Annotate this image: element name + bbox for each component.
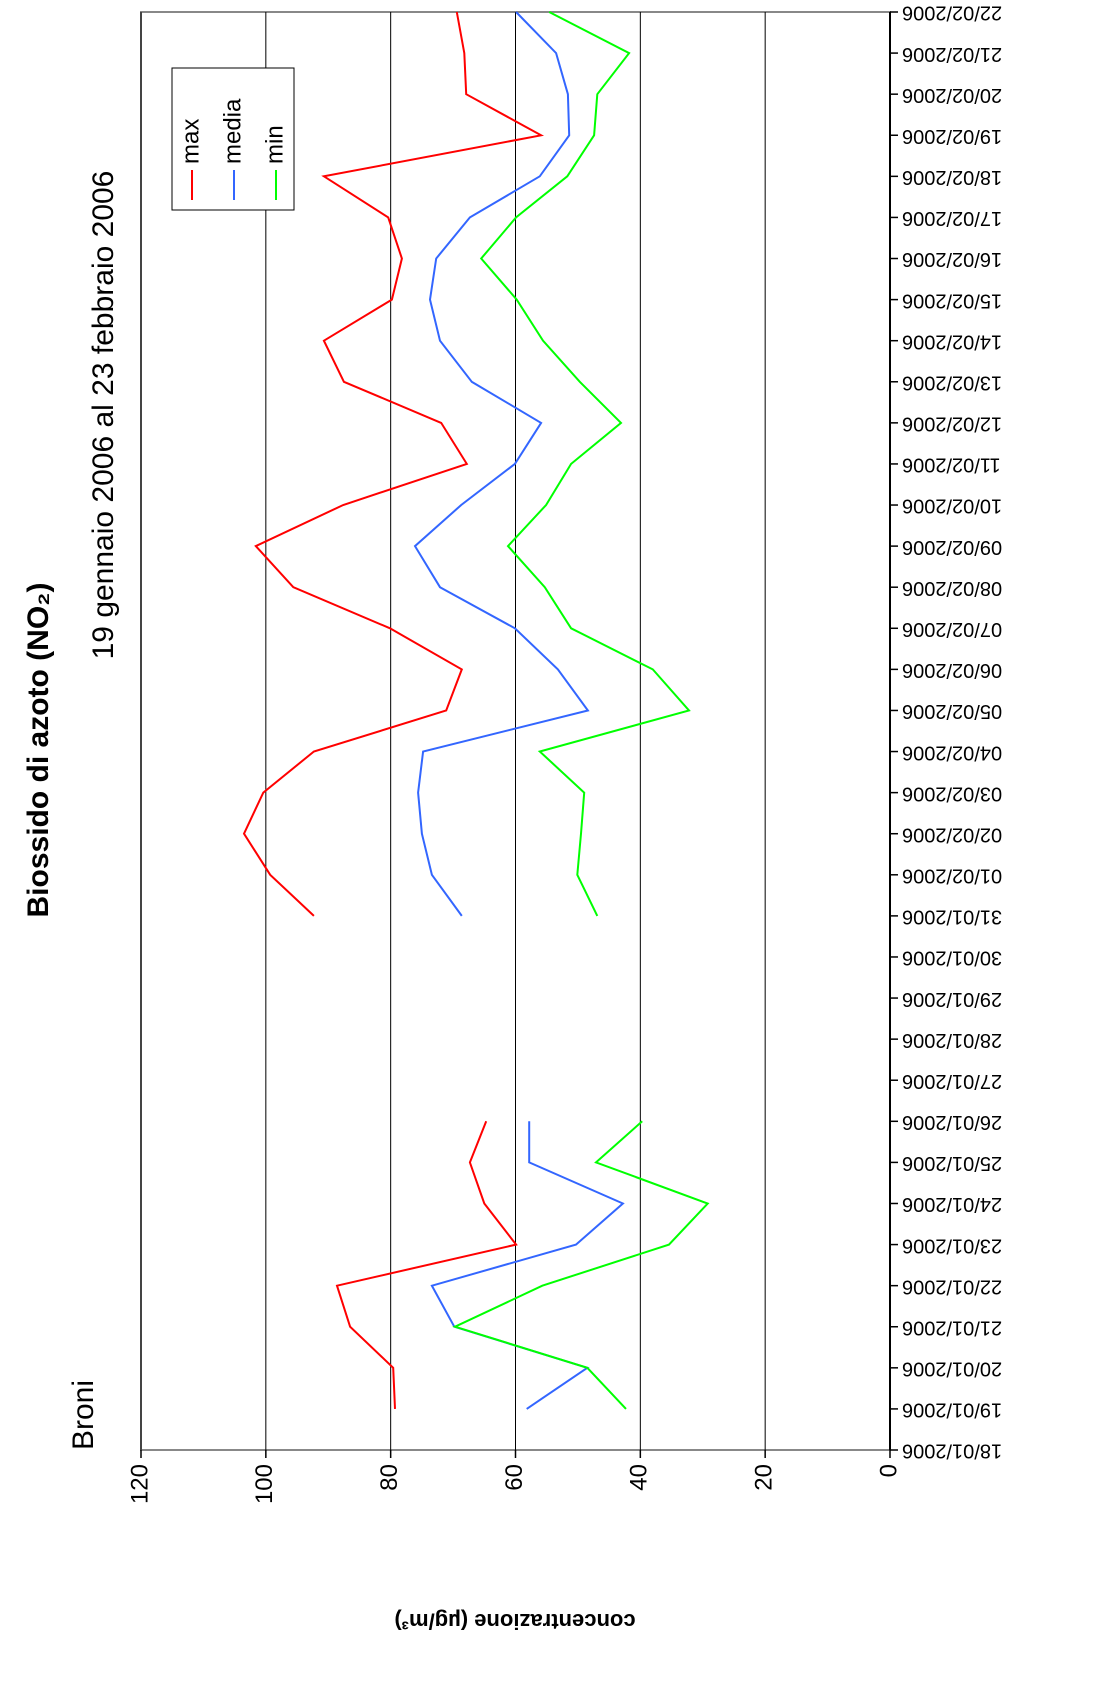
- x-tick-label: 13/02/2006: [902, 371, 1002, 393]
- y-axis-label: concentrazione (µg/m³): [394, 1609, 635, 1634]
- chart-subtitle: 19 gennaio 2006 al 23 febbraio 2006: [87, 171, 120, 660]
- x-tick-label: 24/01/2006: [902, 1193, 1002, 1215]
- y-tick-label: 20: [751, 1464, 778, 1491]
- x-tick-label: 22/02/2006: [902, 2, 1002, 24]
- x-tick-label: 04/02/2006: [902, 741, 1002, 763]
- chart-title: Biossido di azoto (NO₂): [22, 583, 55, 918]
- x-tick-label: 21/02/2006: [902, 43, 1002, 65]
- x-tick-label: 01/02/2006: [902, 865, 1002, 887]
- x-tick-label: 30/01/2006: [902, 947, 1002, 969]
- x-tick-label: 17/02/2006: [902, 207, 1002, 229]
- x-tick-label: 22/01/2006: [902, 1275, 1002, 1297]
- legend-box: [171, 67, 295, 211]
- line-series: [242, 11, 545, 1409]
- y-tick-label: 0: [875, 1464, 902, 1477]
- x-tick-label: 23/01/2006: [902, 1234, 1002, 1256]
- x-tick-label: 03/02/2006: [902, 782, 1002, 804]
- x-tick-label: 12/02/2006: [902, 413, 1002, 435]
- x-tick-label: 06/02/2006: [902, 659, 1002, 681]
- y-tick-label: 100: [251, 1464, 278, 1504]
- x-tick-label: 02/02/2006: [902, 823, 1002, 845]
- legend-label: max: [177, 119, 204, 164]
- x-tick-label: 14/02/2006: [902, 330, 1002, 352]
- y-tick-label: 60: [501, 1464, 528, 1491]
- legend-label: min: [261, 125, 288, 164]
- annotation: Broni: [67, 1380, 100, 1450]
- x-tick-label: 05/02/2006: [902, 700, 1002, 722]
- x-tick-label: 20/02/2006: [902, 84, 1002, 106]
- x-tick-label: 28/01/2006: [902, 1029, 1002, 1051]
- x-tick-label: 09/02/2006: [902, 536, 1002, 558]
- x-tick-label: 07/02/2006: [902, 618, 1002, 640]
- legend-label: media: [219, 98, 246, 164]
- x-tick-label: 16/02/2006: [902, 248, 1002, 270]
- x-tick-label: 19/02/2006: [902, 125, 1002, 147]
- x-tick-label: 08/02/2006: [902, 577, 1002, 599]
- x-tick-label: 25/01/2006: [902, 1152, 1002, 1174]
- x-tick-label: 29/01/2006: [902, 988, 1002, 1010]
- y-tick-label: 120: [126, 1464, 153, 1504]
- x-tick-label: 18/01/2006: [902, 1440, 1002, 1462]
- x-tick-label: 18/02/2006: [902, 166, 1002, 188]
- x-tick-label: 26/01/2006: [902, 1111, 1002, 1133]
- y-tick-label: 40: [626, 1464, 653, 1491]
- x-tick-label: 21/01/2006: [902, 1316, 1002, 1338]
- x-tick-label: 20/01/2006: [902, 1358, 1002, 1380]
- line-series: [452, 11, 710, 1410]
- y-tick-label: 80: [376, 1464, 403, 1491]
- x-tick-label: 19/01/2006: [902, 1399, 1002, 1421]
- x-tick-label: 27/01/2006: [902, 1070, 1002, 1092]
- x-tick-label: 10/02/2006: [902, 495, 1002, 517]
- x-tick-label: 11/02/2006: [902, 454, 1001, 476]
- x-tick-label: 15/02/2006: [902, 289, 1002, 311]
- x-tick-label: 31/01/2006: [902, 906, 1002, 928]
